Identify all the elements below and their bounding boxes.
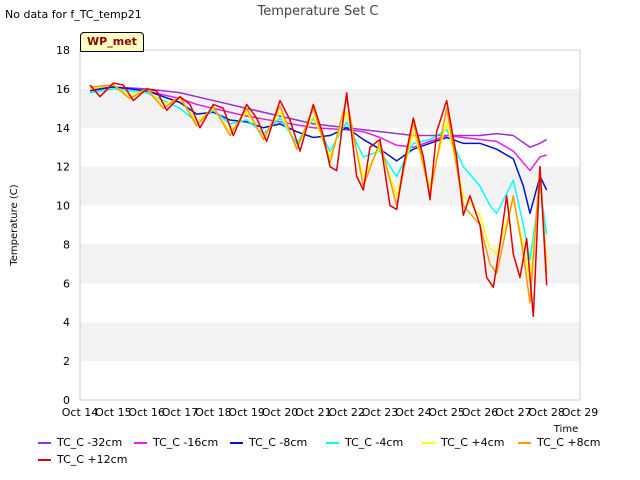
x-tick-label: Oct 17 [162, 406, 199, 419]
legend-swatch [518, 442, 531, 444]
x-axis-label: Time [553, 424, 578, 435]
series-line [89, 86, 547, 172]
x-tick-label: Oct 25 [428, 406, 465, 419]
legend-label: TC_C -16cm [153, 436, 219, 449]
no-data-note: No data for f_TC_temp21 [5, 8, 142, 21]
legend-label: TC_C -4cm [345, 436, 404, 449]
plot-frame [79, 49, 581, 401]
x-tick-label: Oct 23 [362, 406, 399, 419]
x-tick-label: Oct 18 [195, 406, 232, 419]
x-tick-label: Oct 22 [328, 406, 365, 419]
x-tick-label: Oct 14 [62, 406, 99, 419]
legend-label: TC_C -32cm [57, 436, 123, 449]
y-tick-label: 0 [63, 394, 70, 407]
grid-band [80, 322, 580, 362]
legend-swatch [38, 442, 51, 444]
legend-swatch [230, 442, 243, 444]
x-tick-label: Oct 15 [95, 406, 132, 419]
x-tick-label: Oct 24 [395, 406, 432, 419]
legend-swatch [326, 442, 339, 444]
y-tick-label: 10 [56, 200, 70, 213]
y-tick-label: 12 [56, 161, 70, 174]
grid-band [80, 361, 580, 400]
y-tick-label: 18 [56, 44, 70, 57]
grid-band [80, 244, 580, 284]
y-tick-label: 8 [63, 238, 70, 251]
series-line [89, 86, 548, 148]
x-tick-label: Oct 29 [562, 406, 599, 419]
x-tick-label: Oct 16 [128, 406, 165, 419]
x-tick-label: Oct 21 [295, 406, 332, 419]
series-line [89, 84, 548, 285]
x-tick-label: Oct 28 [528, 406, 565, 419]
grid-band [80, 166, 580, 206]
x-tick-label: Oct 20 [262, 406, 299, 419]
legend-label: TC_C -8cm [249, 436, 308, 449]
legend-label: TC_C +8cm [537, 436, 601, 449]
y-tick-label: 2 [63, 355, 70, 368]
y-axis-label: Temperature (C) [9, 184, 20, 266]
y-axis-ticks: 0 2 4 6 8 10 12 14 16 18 [56, 44, 70, 407]
chart-title: Temperature Set C [257, 4, 379, 19]
legend-label: TC_C +4cm [441, 436, 505, 449]
legend-item: TC_C -4cm [326, 436, 403, 449]
y-tick-label: 4 [63, 316, 70, 329]
y-tick-label: 16 [56, 83, 70, 96]
x-tick-label: Oct 26 [462, 406, 499, 419]
y-tick-label: 14 [56, 122, 70, 135]
legend-swatch [134, 442, 147, 444]
legend-item: TC_C -16cm [134, 436, 218, 449]
grid-band [80, 50, 580, 89]
series-lines [89, 82, 548, 318]
legend-swatch [38, 459, 51, 461]
legend-item: TC_C +12cm [38, 453, 127, 466]
legend-item: TC_C +8cm [518, 436, 600, 449]
legend-swatch [422, 442, 435, 444]
grid-band [80, 88, 580, 128]
legend-item: TC_C -32cm [38, 436, 122, 449]
y-tick-label: 6 [63, 277, 70, 290]
legend-label: TC_C +12cm [57, 453, 128, 466]
series-line [89, 86, 548, 215]
station-badge: WP_met [80, 32, 144, 52]
x-tick-label: Oct 27 [495, 406, 532, 419]
x-tick-label: Oct 19 [228, 406, 265, 419]
legend-item: TC_C -8cm [230, 436, 307, 449]
legend-item: TC_C +4cm [422, 436, 504, 449]
series-line [89, 82, 548, 318]
grid-band [80, 283, 580, 323]
